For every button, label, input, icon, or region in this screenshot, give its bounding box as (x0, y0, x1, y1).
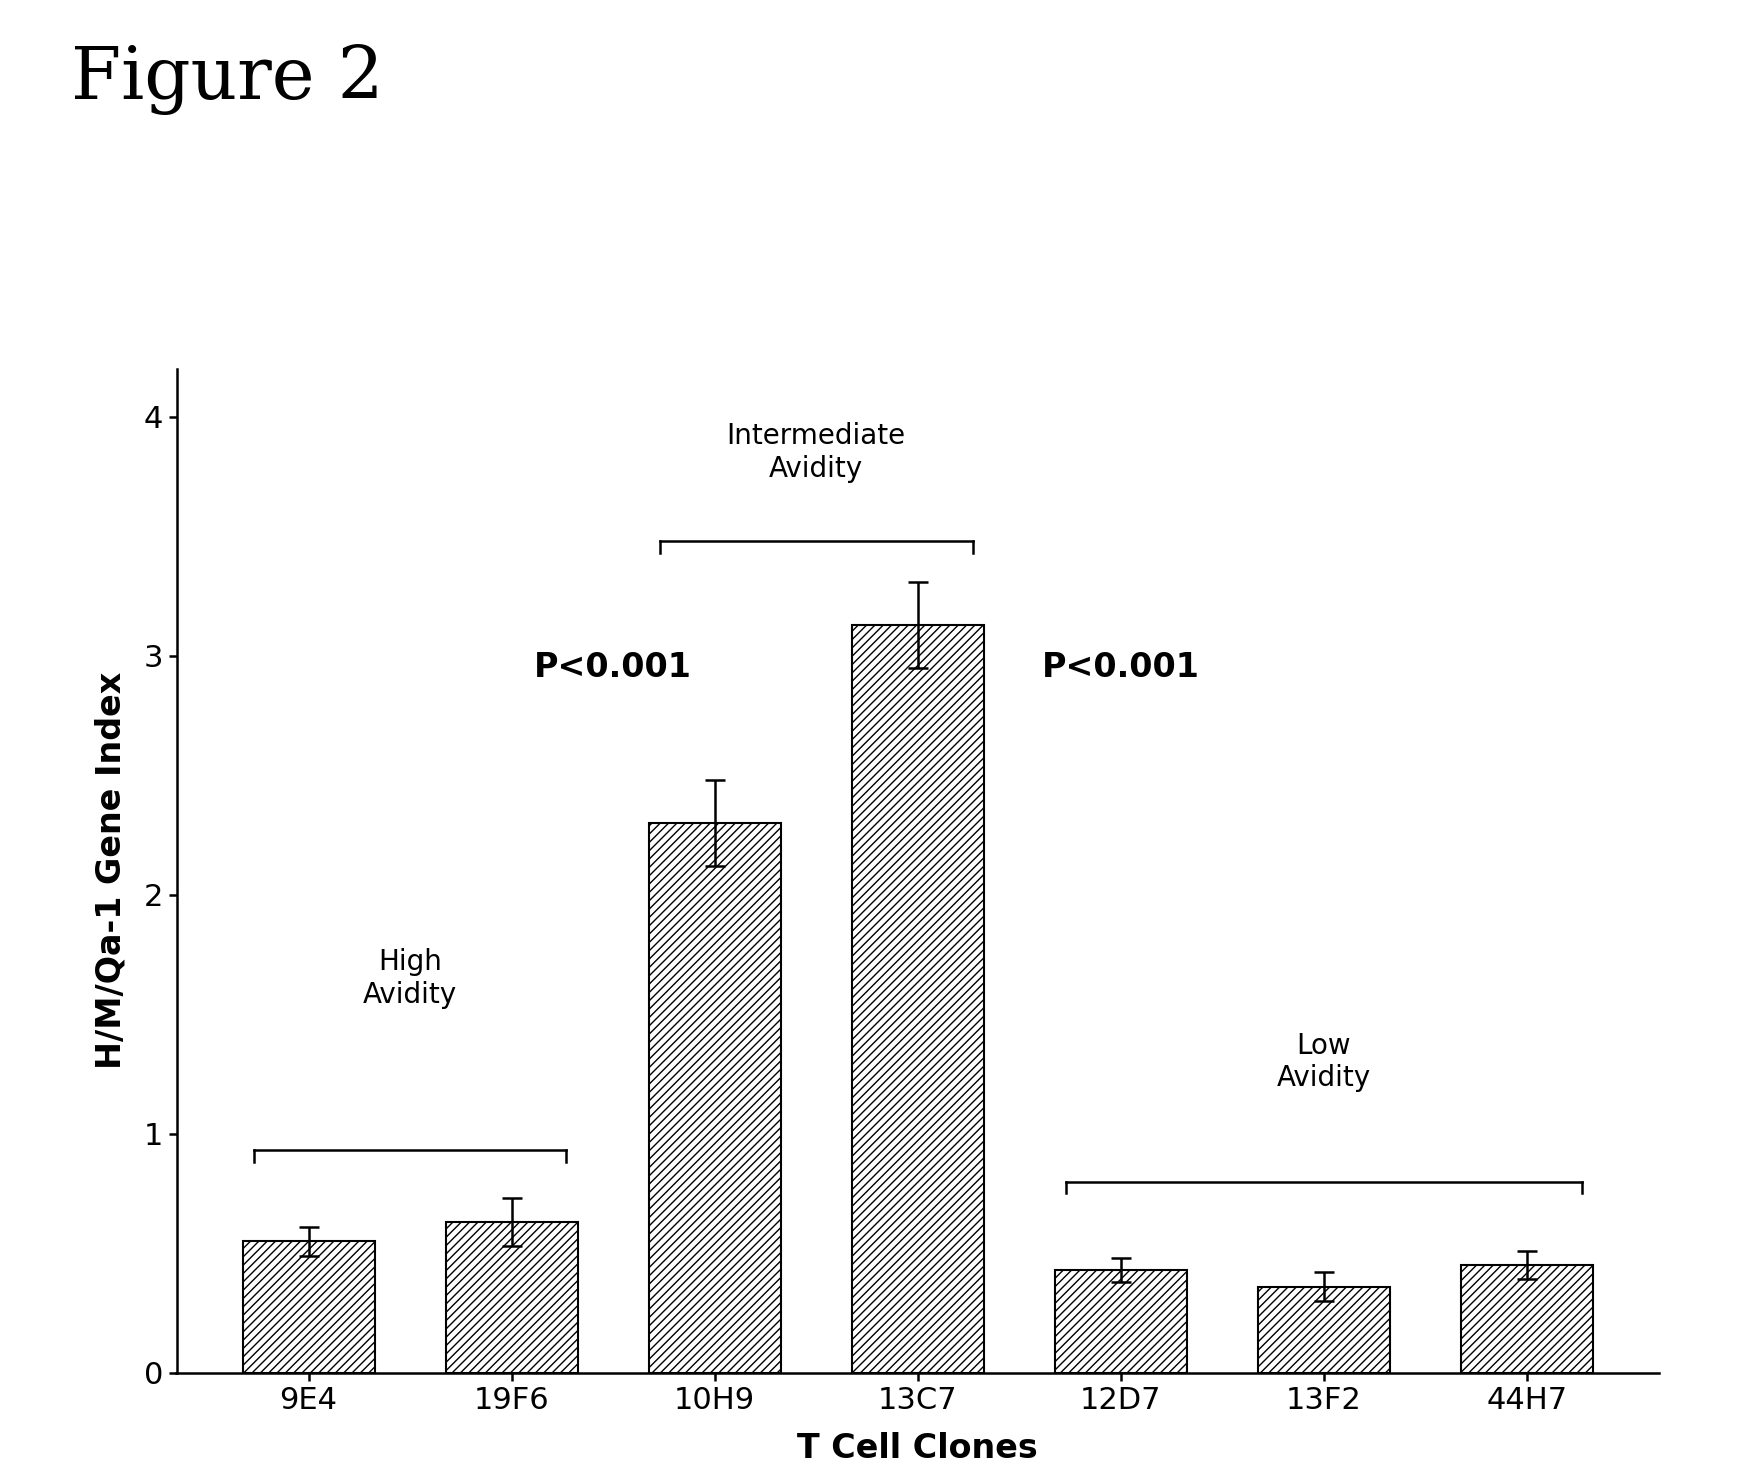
Y-axis label: H/M/Qa-1 Gene Index: H/M/Qa-1 Gene Index (93, 672, 127, 1070)
Bar (445, 1222, 577, 1373)
Text: P<0.001: P<0.001 (1041, 651, 1200, 685)
Text: Low
Avidity: Low Avidity (1275, 1032, 1371, 1092)
X-axis label: T Cell Clones: T Cell Clones (797, 1432, 1037, 1464)
Bar (242, 1241, 374, 1373)
Text: Intermediate
Avidity: Intermediate Avidity (727, 422, 905, 483)
Text: P<0.001: P<0.001 (534, 651, 691, 685)
Bar (1461, 1265, 1593, 1373)
Bar (1258, 1287, 1390, 1373)
Bar (649, 824, 780, 1373)
Text: Figure 2: Figure 2 (71, 44, 383, 115)
Text: High
Avidity: High Avidity (363, 948, 457, 1008)
Bar (1055, 1269, 1185, 1373)
Bar (852, 624, 983, 1373)
